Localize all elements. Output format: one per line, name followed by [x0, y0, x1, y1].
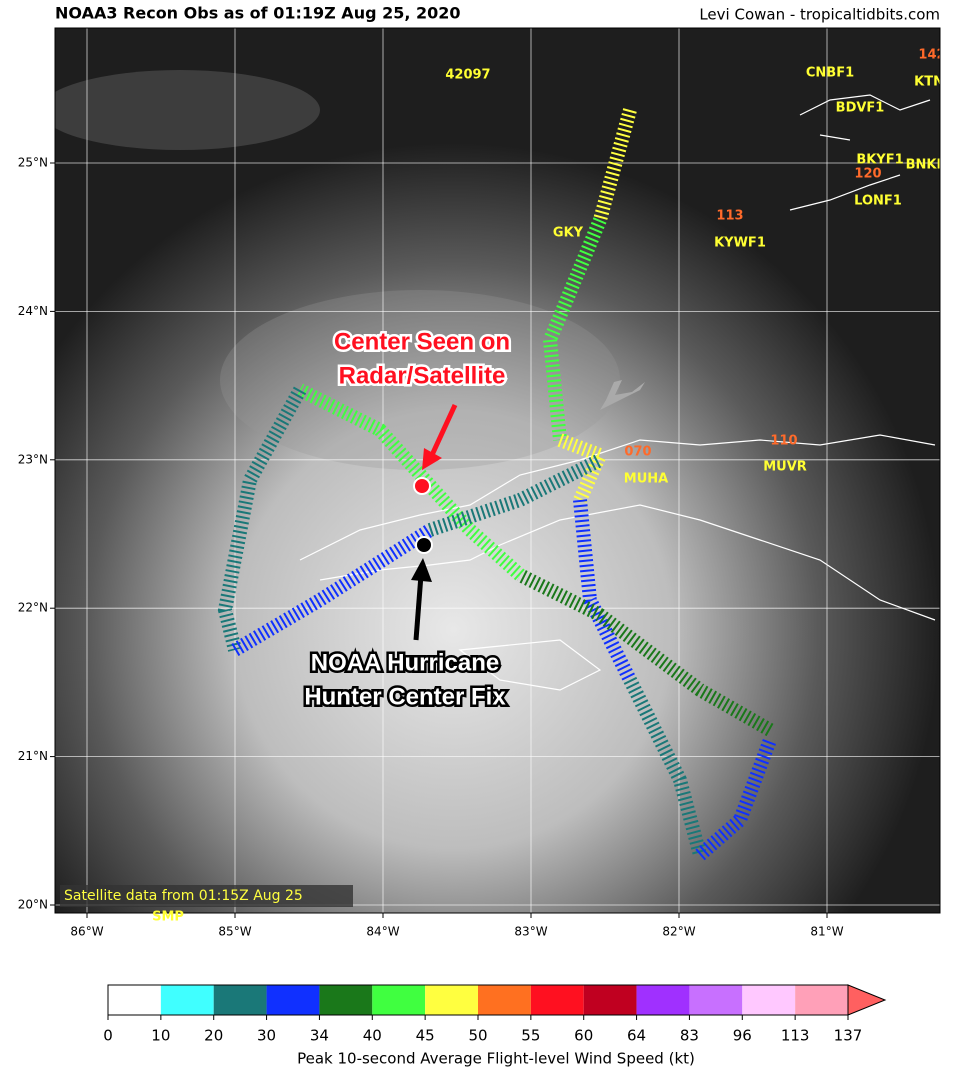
track-segment [217, 386, 307, 652]
colorbar-tick-label: 55 [521, 1027, 540, 1045]
colorbar-extension [847, 984, 887, 1016]
flight-track [217, 108, 777, 861]
lat-label: 23°N [18, 452, 48, 466]
colorbar-label: Peak 10-second Average Flight-level Wind… [297, 1050, 695, 1068]
recon-center-dot [415, 536, 433, 554]
station-label: MUVR [763, 460, 807, 475]
lat-label: 20°N [18, 898, 48, 912]
lon-label: 83°W [514, 925, 547, 939]
colorbar-segment [478, 985, 531, 1015]
station-label: 120 [854, 167, 881, 182]
arrowhead [411, 558, 432, 582]
coast [458, 639, 602, 691]
colorbar-tick-label: 20 [204, 1027, 223, 1045]
lon-label: 81°W [810, 925, 843, 939]
station-label: KYWF1 [714, 236, 766, 251]
station-label: SMP [152, 910, 184, 925]
annotation: Radar/Satellite [339, 362, 506, 389]
map-frame [54, 27, 941, 914]
lon-label: 86°W [70, 925, 103, 939]
credit: Levi Cowan - tropicaltidbits.com [699, 6, 940, 24]
station-label: KTNF1 [914, 75, 956, 90]
colorbar-segment [425, 985, 478, 1015]
colorbar-segment [742, 985, 796, 1015]
colorbar-tick-label: 64 [627, 1027, 646, 1045]
cloud [55, 70, 320, 150]
lon-label: 85°W [218, 925, 251, 939]
arrowhead [422, 448, 442, 470]
colorbar-tick-label: 60 [574, 1027, 593, 1045]
track-segment [231, 524, 434, 657]
colorbar-tick-label: 50 [468, 1027, 487, 1045]
annotation: Hunter Center Fix [304, 683, 506, 710]
colorbar-segment [319, 985, 373, 1015]
colorbar-segment [583, 985, 637, 1015]
colorbar-segment [213, 985, 267, 1015]
track-segment [296, 383, 525, 581]
coast [299, 434, 936, 561]
station-label: BKYF1 [856, 153, 903, 168]
colorbar-tick-label: 30 [257, 1027, 276, 1045]
track-segment [516, 568, 774, 737]
map: Satellite data from 01:15Z Aug 25 42097 C… [55, 28, 956, 913]
colorbar-segment [530, 985, 584, 1015]
colorbar-segment [108, 985, 161, 1015]
station-label: MUHA [624, 472, 668, 487]
colorbar-tick-label: 34 [310, 1027, 329, 1045]
station-label: 42097 [445, 68, 490, 83]
title: NOAA3 Recon Obs as of 01:19Z Aug 25, 202… [55, 4, 461, 23]
colorbar-tick-label: 96 [733, 1027, 752, 1045]
station-label: 110 [770, 434, 797, 449]
colorbar-tick-label: 137 [834, 1027, 863, 1045]
station-label: 113 [716, 209, 743, 224]
colorbar-tick-label: 10 [151, 1027, 170, 1045]
colorbar-segment [689, 985, 743, 1015]
track-segment [593, 108, 637, 222]
satellite-note: Satellite data from 01:15Z Aug 25 [64, 888, 303, 904]
track-segment [623, 676, 707, 857]
track-segment [573, 499, 637, 684]
colorbar-segment [266, 985, 320, 1015]
track-segment [557, 433, 610, 503]
station-label: BDVF1 [836, 101, 885, 116]
track-segment [542, 217, 607, 441]
station-label: CNBF1 [806, 66, 854, 81]
note-box [60, 885, 353, 907]
track-segment [427, 453, 604, 537]
lat-label: 22°N [18, 601, 48, 615]
arrow [429, 403, 458, 457]
colorbar-tick-label: 0 [103, 1027, 113, 1045]
station-label: GKY [553, 226, 584, 241]
coast [789, 94, 931, 211]
cloud [220, 290, 620, 470]
coastlines [299, 94, 936, 691]
colorbar-segment [795, 985, 848, 1015]
colorbar-tick-label: 113 [781, 1027, 810, 1045]
station-label: LONF1 [854, 194, 902, 209]
lat-label: 21°N [18, 749, 48, 763]
colorbar-segment [636, 985, 690, 1015]
colorbar-tick-label: 83 [680, 1027, 699, 1045]
colorbar-segment [160, 985, 214, 1015]
lon-label: 84°W [366, 925, 399, 939]
aircraft-icon [600, 380, 645, 410]
colorbar-tick-label: 40 [363, 1027, 382, 1045]
radar-center-dot [413, 477, 431, 495]
lon-label: 82°W [662, 925, 695, 939]
satellite-image [55, 28, 940, 913]
annotation: NOAA Hurricane [311, 649, 499, 676]
track-segment [695, 737, 777, 861]
station-label: BNKF1 [906, 158, 955, 173]
colorbar-tick-label: 45 [416, 1027, 435, 1045]
lat-label: 24°N [18, 304, 48, 318]
annotation: Center Seen on [334, 328, 510, 355]
lat-label: 25°N [18, 156, 48, 170]
station-label: 070 [624, 445, 651, 460]
station-label: 142 [918, 48, 945, 63]
arrow [413, 574, 424, 641]
colorbar-segment [372, 985, 426, 1015]
